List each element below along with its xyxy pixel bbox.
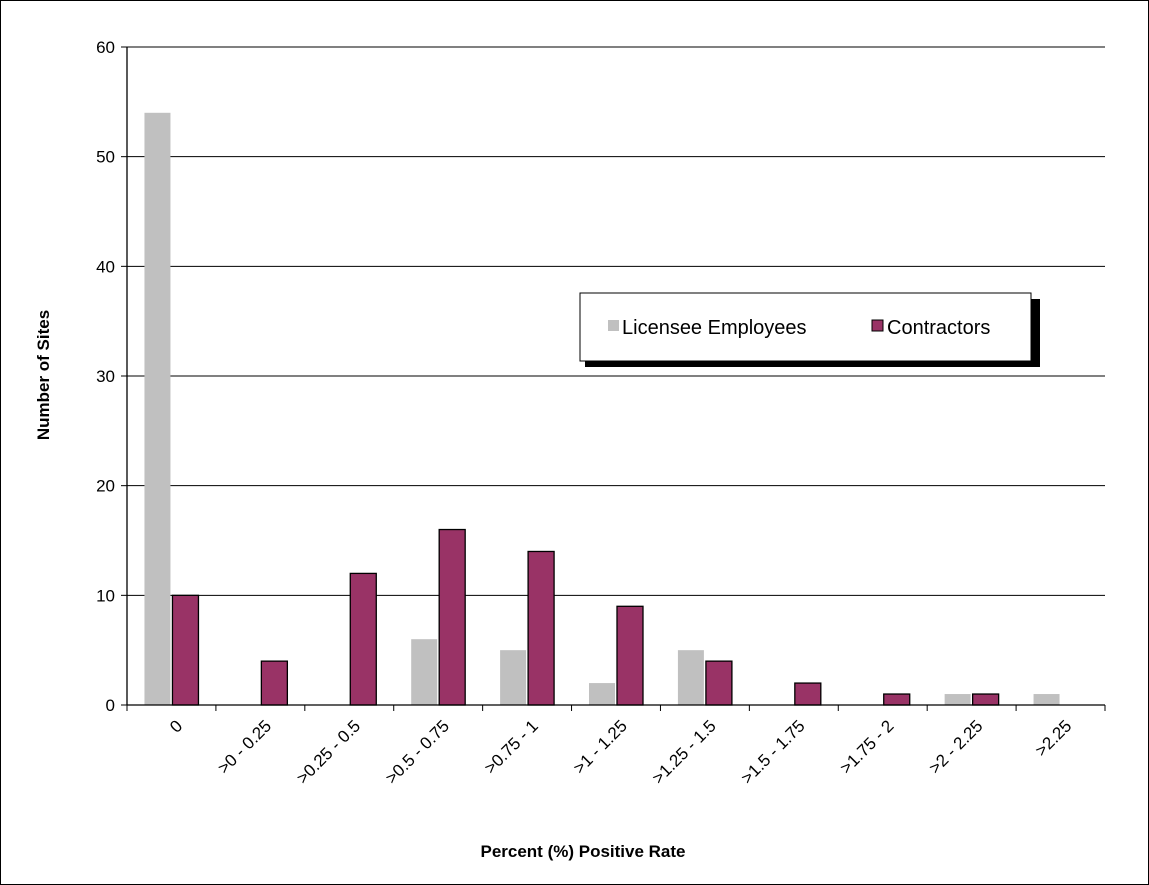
- bar-contractors: [527, 550, 555, 706]
- legend-label-contractors: Contractors: [887, 317, 990, 339]
- bar-licensee-employees: [144, 112, 171, 706]
- bar-contractors: [705, 660, 733, 706]
- bar-licensee-employees: [1033, 694, 1060, 705]
- x-tick-label: >0 - 0.25: [214, 716, 275, 777]
- y-tick-label: 60: [96, 38, 115, 57]
- bars: [144, 112, 1060, 706]
- y-tick-label: 40: [96, 257, 115, 276]
- x-tick-label: >2 - 2.25: [925, 716, 986, 777]
- bar-contractors: [260, 660, 289, 706]
- legend-swatch-licensee-employees: [608, 320, 619, 331]
- x-tick-label: >2.25: [1032, 716, 1076, 760]
- y-tick-label: 50: [96, 148, 115, 167]
- bar-contractors: [171, 594, 200, 706]
- legend-swatch-contractors: [871, 319, 884, 332]
- bar-licensee-employees: [500, 650, 527, 705]
- bar-licensee-employees: [589, 683, 615, 705]
- y-tick-labels: 0 10 20 30 40 50 60: [96, 38, 115, 715]
- bar-contractors: [794, 682, 822, 706]
- x-tick-label: >0.75 - 1: [481, 716, 542, 777]
- x-tick-label: >0.25 - 0.5: [293, 716, 364, 787]
- x-tick-label: >1.75 - 2: [836, 716, 897, 777]
- axes: [121, 46, 1106, 711]
- bar-contractors: [616, 605, 644, 706]
- x-tick-label: >1.25 - 1.5: [648, 716, 719, 787]
- y-axis-title: Number of Sites: [34, 310, 53, 440]
- bar-licensee-employees: [677, 650, 704, 705]
- x-tick-label: 0: [166, 716, 186, 736]
- bar-contractors: [349, 572, 377, 706]
- x-axis-title: Percent (%) Positive Rate: [480, 842, 685, 861]
- y-tick-label: 10: [96, 586, 115, 605]
- legend-box: [579, 292, 1032, 362]
- bar-licensee-employees: [411, 639, 438, 705]
- legend-label-licensee-employees: Licensee Employees: [622, 317, 807, 339]
- bar-contractors: [971, 693, 1000, 706]
- x-tick-labels: 0 >0 - 0.25 >0.25 - 0.5 >0.5 - 0.75 >0.75 - …: [166, 716, 1075, 787]
- y-tick-label: 30: [96, 367, 115, 386]
- bar-licensee-employees: [944, 694, 971, 705]
- x-tick-label: >0.5 - 0.75: [382, 716, 453, 787]
- y-tick-label: 0: [106, 696, 115, 715]
- x-tick-label: >1.5 - 1.75: [737, 716, 808, 787]
- x-tick-label: >1 - 1.25: [570, 716, 631, 777]
- y-tick-label: 20: [96, 477, 115, 496]
- bar-contractors: [883, 693, 911, 706]
- bar-contractors: [438, 528, 466, 706]
- legend: Licensee Employees Contractors: [579, 292, 1040, 367]
- gridlines: [127, 46, 1105, 596]
